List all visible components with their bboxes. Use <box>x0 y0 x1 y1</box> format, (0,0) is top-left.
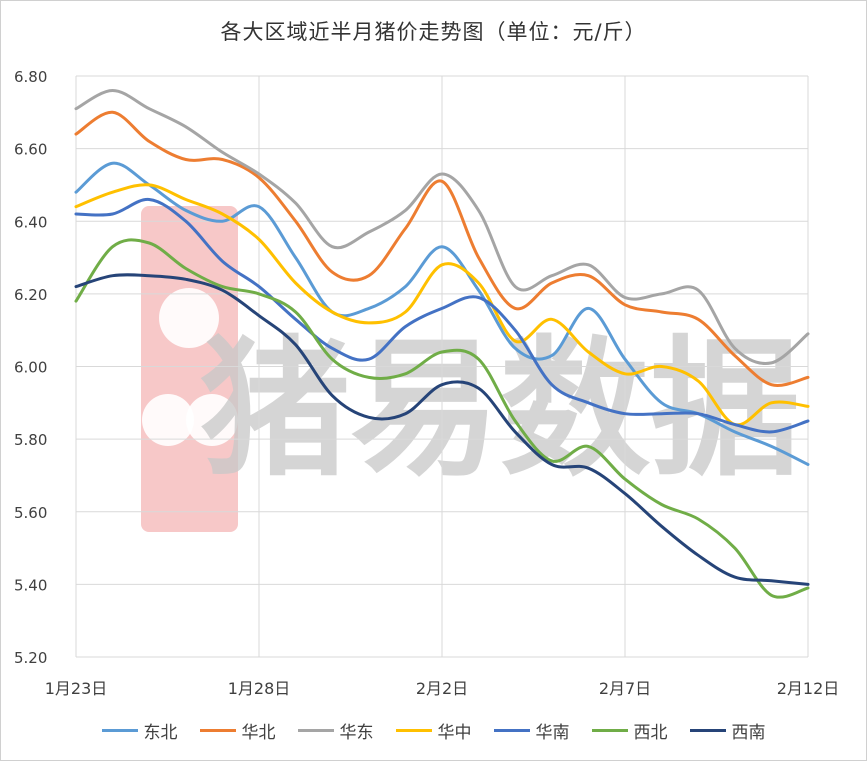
y-tick-label: 5.80 <box>14 431 47 449</box>
legend-swatch <box>101 729 138 732</box>
legend-label: 华南 <box>535 723 570 743</box>
legend-label: 华东 <box>339 723 374 743</box>
legend-label: 华中 <box>437 723 472 743</box>
series-line-1 <box>74 161 810 466</box>
y-tick-label: 6.80 <box>14 68 47 86</box>
y-tick-label: 6.00 <box>14 359 47 377</box>
series-line-7 <box>74 273 810 586</box>
legend-item-7: 西南 <box>689 718 766 743</box>
x-tick-label: 2月7日 <box>599 679 651 698</box>
legend-item-4: 华中 <box>395 718 472 743</box>
series-line-5 <box>74 197 810 434</box>
legend-item-6: 西北 <box>591 718 668 743</box>
legend-swatch <box>199 729 236 732</box>
legend-item-2: 华北 <box>199 718 276 743</box>
legend-label: 西北 <box>633 723 668 743</box>
y-tick-label: 6.20 <box>14 286 47 304</box>
chart-legend: 东北 华北 华东 华中 华南 西北 西南 <box>0 718 867 743</box>
watermark-logo-circle <box>142 394 194 446</box>
chart-title: 各大区域近半月猪价走势图（单位：元/斤） <box>220 20 647 44</box>
series-line-2 <box>74 110 810 387</box>
x-tick-label: 1月28日 <box>228 679 291 698</box>
y-tick-label: 6.40 <box>14 213 47 231</box>
series-line-3 <box>74 89 810 365</box>
watermark-logo-circle <box>159 288 219 348</box>
legend-swatch <box>395 729 432 732</box>
y-tick-label: 6.60 <box>14 141 47 159</box>
legend-label: 华北 <box>241 723 276 743</box>
watermark-text: 猪易数据 <box>200 323 800 497</box>
series-line-6 <box>74 238 810 599</box>
legend-item-1: 东北 <box>101 718 178 743</box>
legend-label: 东北 <box>143 723 178 743</box>
legend-swatch <box>297 729 334 732</box>
series-line-4 <box>74 183 810 427</box>
legend-item-3: 华东 <box>297 718 374 743</box>
x-tick-label: 2月2日 <box>416 679 468 698</box>
legend-label: 西南 <box>731 723 766 743</box>
watermark-logo-circle <box>186 394 238 446</box>
legend-swatch <box>591 729 628 732</box>
legend-swatch <box>493 729 530 732</box>
legend-swatch <box>689 729 726 732</box>
legend-item-5: 华南 <box>493 718 570 743</box>
y-tick-label: 5.20 <box>14 649 47 667</box>
y-tick-label: 5.40 <box>14 576 47 594</box>
x-tick-label: 2月12日 <box>777 679 840 698</box>
x-tick-label: 1月23日 <box>45 679 108 698</box>
y-tick-label: 5.60 <box>14 504 47 522</box>
